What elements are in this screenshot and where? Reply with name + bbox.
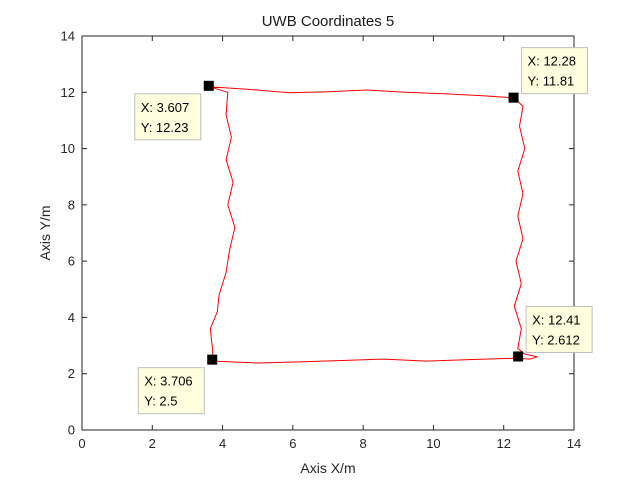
datatip-background bbox=[525, 305, 593, 353]
y-tick-label: 4 bbox=[68, 310, 75, 325]
datatip-background bbox=[137, 367, 205, 415]
marker-layer bbox=[203, 80, 524, 365]
x-tick-label: 0 bbox=[78, 436, 85, 451]
datatip-marker[interactable] bbox=[508, 92, 519, 103]
x-tick-label: 14 bbox=[567, 436, 581, 451]
ticks-layer: 0 2 4 6 8 10 12 14 0 2 4 6 8 10 12 14 bbox=[61, 29, 582, 452]
x-tick-label: 4 bbox=[219, 436, 226, 451]
datatip-background bbox=[134, 93, 202, 141]
x-axis-label: Axis X/m bbox=[300, 460, 355, 476]
y-tick-label: 14 bbox=[61, 29, 75, 44]
datatip-x-value: X: 3.706 bbox=[144, 374, 192, 389]
datatip-y-value: Y: 2.5 bbox=[144, 394, 177, 409]
y-tick-label: 0 bbox=[68, 423, 75, 438]
y-tick-label: 12 bbox=[61, 85, 75, 100]
y-tick-label: 6 bbox=[68, 254, 75, 269]
datatip-y-value: Y: 11.81 bbox=[528, 74, 575, 89]
datatip-marker[interactable] bbox=[207, 354, 218, 365]
datatip-marker[interactable] bbox=[513, 351, 524, 362]
datatip-y-value: Y: 12.23 bbox=[141, 120, 189, 135]
tooltip-layer: X: 3.607 Y: 12.23 X: 12.28 Y: 11.81 X: 12.41… bbox=[134, 47, 593, 415]
y-tick-label: 10 bbox=[61, 141, 75, 156]
datatip-box: X: 3.706 Y: 2.5 bbox=[137, 367, 205, 415]
x-tick-label: 8 bbox=[360, 436, 367, 451]
datatip-box: X: 3.607 Y: 12.23 bbox=[134, 93, 202, 141]
datatip-x-value: X: 12.41 bbox=[532, 312, 580, 327]
datatip-marker[interactable] bbox=[203, 80, 214, 91]
x-tick-label: 2 bbox=[149, 436, 156, 451]
x-tick-label: 10 bbox=[426, 436, 440, 451]
x-tick-label: 12 bbox=[496, 436, 510, 451]
datatip-box: X: 12.41 Y: 2.612 bbox=[525, 305, 593, 353]
y-axis-label: Axis Y/m bbox=[37, 206, 53, 261]
y-tick-label: 8 bbox=[68, 197, 75, 212]
y-tick-label: 2 bbox=[68, 366, 75, 381]
datatip-x-value: X: 3.607 bbox=[141, 100, 189, 115]
datatip-background bbox=[521, 47, 589, 95]
datatip-box: X: 12.28 Y: 11.81 bbox=[521, 47, 589, 95]
x-tick-label: 6 bbox=[289, 436, 296, 451]
chart-title: UWB Coordinates 5 bbox=[262, 13, 395, 30]
datatip-x-value: X: 12.28 bbox=[528, 54, 576, 69]
datatip-y-value: Y: 2.612 bbox=[532, 332, 580, 347]
